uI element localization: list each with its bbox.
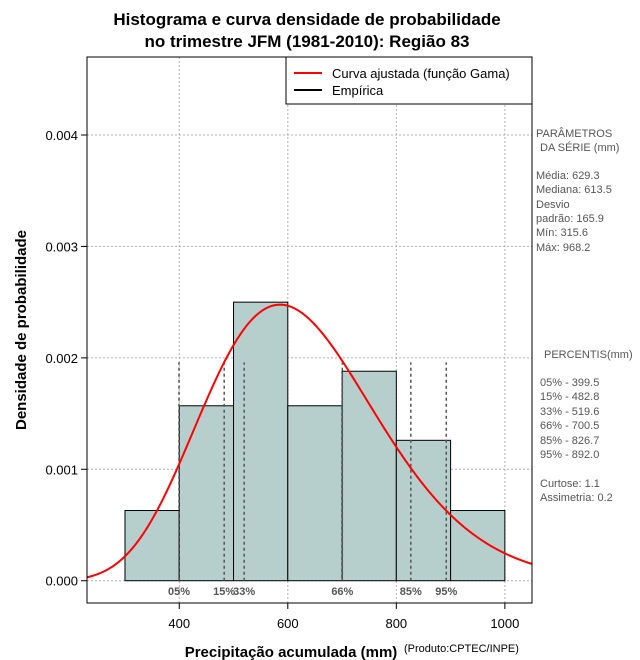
histogram-bar-4	[341, 370, 397, 582]
x-tick-label-1: 600	[277, 616, 299, 631]
legend: Curva ajustada (função Gama) Empírica	[285, 56, 533, 105]
percentile-label-2: 33%	[233, 586, 255, 598]
legend-label-empirical: Empírica	[332, 83, 384, 98]
percentile-label-5: 95%	[435, 586, 457, 598]
percentile-label-layer: 05% 15%33% 66% 85% 95%	[168, 586, 458, 598]
y-axis-title: Densidade de probabilidade	[13, 230, 30, 430]
stat-p66: 66% - 700.5	[540, 420, 599, 432]
chart-title-line-1: Histograma e curva densidade de probabil…	[113, 10, 500, 29]
bars-layer	[124, 301, 506, 582]
x-tick-label-3: 1000	[490, 616, 519, 631]
stat-desvio-padrao: padrão: 165.9	[536, 213, 604, 225]
y-tick-label-3: 0.003	[45, 239, 78, 254]
params-heading-1: PARÂMETROS	[536, 127, 612, 140]
stat-p05: 05% - 399.5	[540, 377, 599, 389]
x-axis-title: Precipitação acumulada (mm)	[185, 644, 398, 660]
stat-mediana: Mediana: 613.5	[536, 184, 612, 196]
chart-title-line-2: no trimestre JFM (1981-2010): Região 83	[144, 32, 469, 51]
stat-p33: 33% - 519.6	[540, 406, 599, 418]
histogram-bar-6	[450, 510, 506, 582]
density-curve	[86, 303, 533, 579]
x-tick-label-2: 800	[385, 616, 407, 631]
percentile-label-1: 15%	[213, 586, 235, 598]
stat-media: Média: 629.3	[536, 170, 600, 182]
histogram-bar-3	[287, 405, 343, 582]
x-axis: 400 600 800 1000	[168, 603, 519, 631]
y-tick-label-4: 0.004	[45, 128, 78, 143]
percentile-layer	[178, 362, 448, 581]
stat-max: Máx: 968.2	[536, 242, 590, 254]
params-heading-2: DA SÉRIE (mm)	[540, 141, 619, 154]
legend-label-curve: Curva ajustada (função Gama)	[332, 66, 510, 81]
stat-assimetria: Assimetria: 0.2	[540, 492, 613, 504]
stat-min: Mín: 315.6	[536, 227, 588, 239]
histogram-bar-5	[395, 439, 452, 582]
y-tick-label-2: 0.002	[45, 351, 78, 366]
side-panel: PARÂMETROS DA SÉRIE (mm) Média: 629.3 Me…	[536, 127, 633, 504]
x-tick-label-0: 400	[168, 616, 190, 631]
stat-p85: 85% - 826.7	[540, 435, 599, 447]
percentile-label-4: 85%	[400, 586, 422, 598]
legend-box	[285, 56, 533, 105]
y-axis: 0.000 0.001 0.002 0.003 0.004	[45, 128, 87, 589]
y-tick-label-1: 0.001	[45, 462, 78, 477]
histogram-bar-1	[178, 405, 235, 582]
stat-p15: 15% - 482.8	[540, 391, 599, 403]
histogram-bar-2	[233, 301, 289, 582]
stat-curtose: Curtose: 1.1	[540, 478, 600, 490]
credit-text: (Produto:CPTEC/INPE)	[404, 643, 519, 655]
percentis-heading: PERCENTIS(mm)	[544, 349, 633, 361]
percentile-label-3: 66%	[331, 586, 353, 598]
percentile-label-0: 05%	[168, 586, 190, 598]
y-tick-label-0: 0.000	[45, 574, 78, 589]
stat-p95: 95% - 892.0	[540, 449, 599, 461]
stat-desvio: Desvio	[536, 199, 570, 211]
